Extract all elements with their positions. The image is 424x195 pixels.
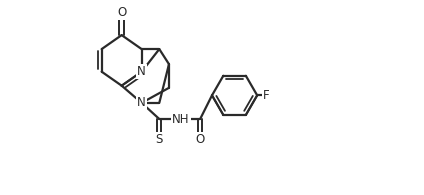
Text: S: S bbox=[156, 133, 163, 146]
Text: O: O bbox=[195, 133, 205, 146]
Text: O: O bbox=[117, 6, 126, 19]
Text: N: N bbox=[137, 96, 146, 109]
Text: F: F bbox=[263, 89, 270, 102]
Text: N: N bbox=[137, 65, 146, 78]
Text: NH: NH bbox=[172, 113, 190, 126]
